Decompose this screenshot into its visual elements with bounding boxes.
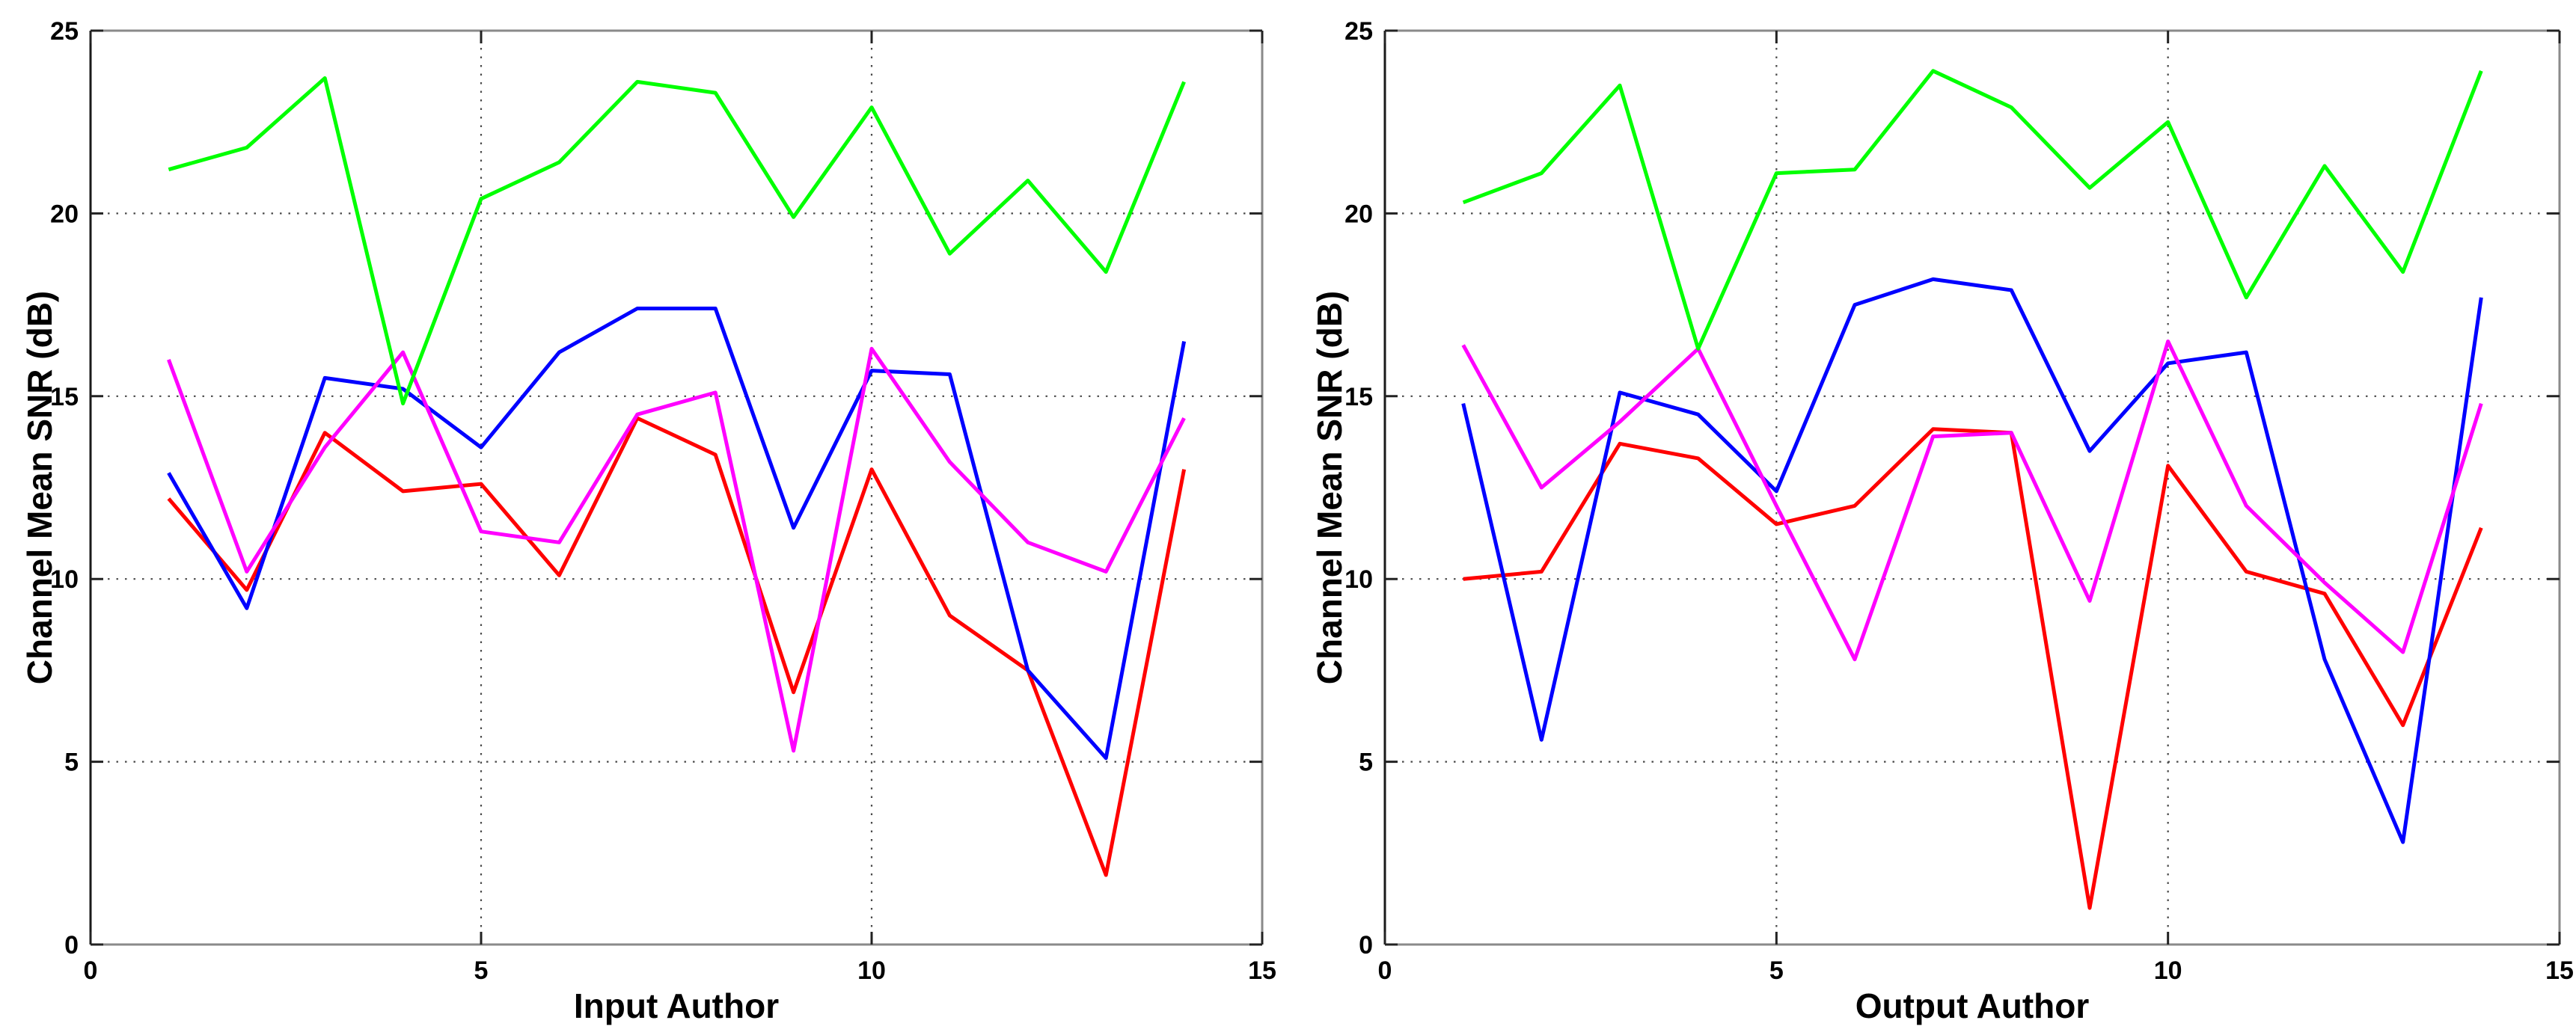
y-tick-label: 5 bbox=[1359, 749, 1373, 777]
x-tick-label: 10 bbox=[857, 956, 886, 985]
x-tick-label: 15 bbox=[1248, 956, 1276, 985]
magenta-line bbox=[167, 346, 1186, 753]
red-line bbox=[167, 416, 1187, 877]
y-tick-label: 5 bbox=[64, 749, 79, 777]
xlabel-input-author: Input Author bbox=[573, 986, 780, 1025]
x-tick-label: 0 bbox=[84, 956, 98, 985]
y-tick-label: 15 bbox=[50, 383, 79, 411]
y-tick-label: 10 bbox=[50, 565, 79, 594]
x-tick-label: 0 bbox=[1378, 956, 1392, 985]
x-tick-label: 15 bbox=[2545, 956, 2574, 985]
y-tick-label: 10 bbox=[1344, 565, 1373, 594]
x-tick-label: 5 bbox=[474, 956, 489, 985]
ylabel-right-chart: Channel Mean SNR (dB) bbox=[1310, 290, 1349, 685]
y-tick-label: 25 bbox=[1344, 17, 1373, 46]
magenta-line bbox=[1461, 340, 2483, 662]
y-tick-label: 15 bbox=[1344, 383, 1373, 411]
green-line bbox=[168, 76, 1186, 406]
x-tick-label: 5 bbox=[1769, 956, 1784, 985]
red-line bbox=[1463, 427, 2483, 910]
y-tick-label: 0 bbox=[64, 931, 79, 959]
green-line bbox=[1462, 69, 2483, 351]
y-tick-label: 20 bbox=[50, 200, 79, 228]
blue-line bbox=[1461, 277, 2483, 844]
y-tick-label: 0 bbox=[1359, 931, 1373, 959]
ylabel-left-chart: Channel Mean SNR (dB) bbox=[20, 290, 59, 685]
blue-line bbox=[167, 307, 1187, 761]
xlabel-output-author: Output Author bbox=[1855, 986, 2090, 1025]
y-tick-label: 20 bbox=[1344, 200, 1373, 228]
x-tick-label: 10 bbox=[2154, 956, 2182, 985]
y-tick-label: 25 bbox=[50, 17, 79, 46]
